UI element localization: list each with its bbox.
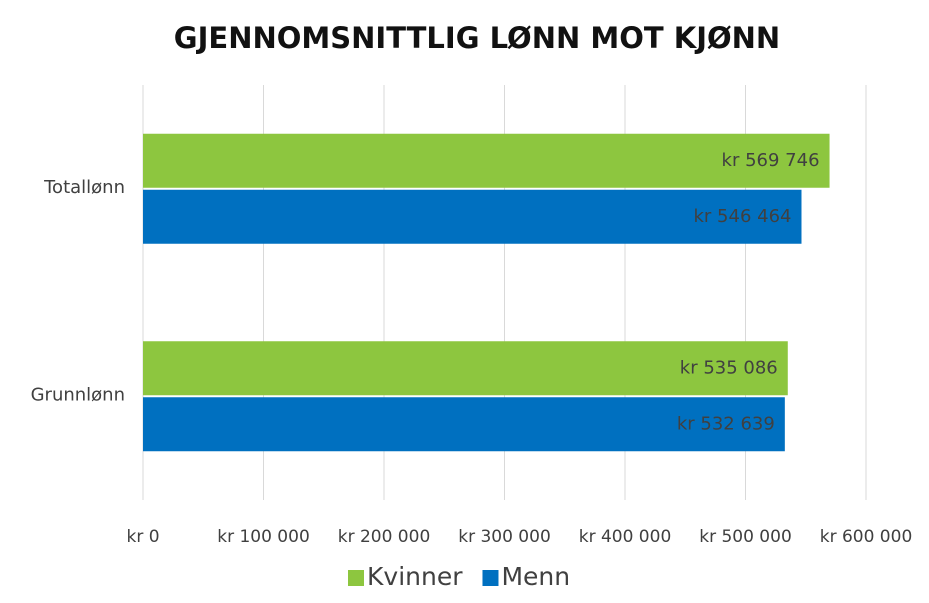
legend-label: Menn <box>501 562 570 591</box>
bar <box>143 189 802 244</box>
legend-swatch <box>348 570 364 586</box>
x-tick-label: kr 100 000 <box>217 527 310 547</box>
x-tick-label: kr 600 000 <box>820 527 913 547</box>
bar <box>143 341 788 396</box>
value-label: kr 569 746 <box>722 150 820 171</box>
x-tick-label: kr 0 <box>126 527 159 547</box>
legend-label: Kvinner <box>367 562 463 591</box>
chart-title: GJENNOMSNITTLIG LØNN MOT KJØNN <box>174 21 780 55</box>
value-label: kr 546 464 <box>694 206 792 227</box>
x-tick-label: kr 300 000 <box>458 527 551 547</box>
x-tick-label: kr 400 000 <box>579 527 672 547</box>
legend-swatch <box>482 570 499 586</box>
x-tick-label: kr 200 000 <box>338 527 431 547</box>
value-label: kr 532 639 <box>677 413 775 434</box>
bar <box>143 397 785 452</box>
value-label: kr 535 086 <box>680 357 778 378</box>
x-tick-label: kr 500 000 <box>699 527 792 547</box>
category-label: Totallønn <box>43 177 125 198</box>
category-label: Grunnlønn <box>31 384 125 405</box>
bar <box>143 133 830 188</box>
